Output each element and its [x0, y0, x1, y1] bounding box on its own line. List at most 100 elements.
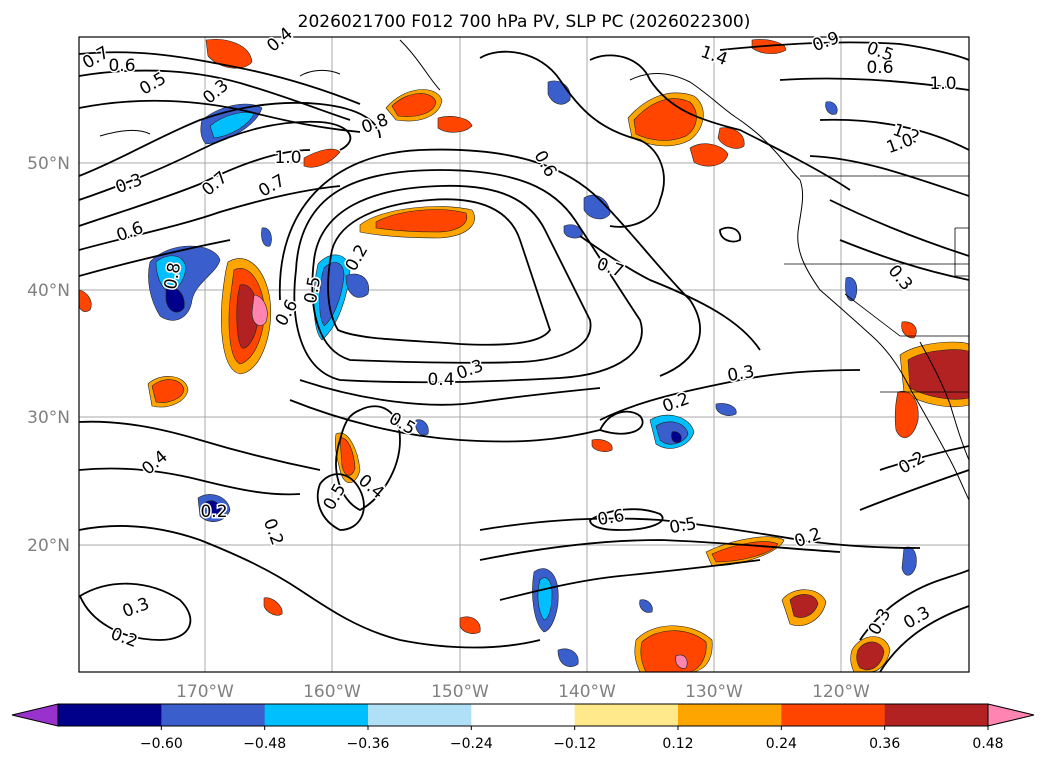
- latitude-labels: 50°N 40°N 30°N 20°N: [27, 154, 70, 556]
- contour-3: [79, 99, 361, 133]
- contour-0.5-south: [479, 517, 921, 549]
- slp-contours: [79, 41, 969, 672]
- contour-5: [79, 120, 352, 201]
- colorbar-segment: [264, 704, 369, 726]
- pv-blob-140w-28n: [591, 439, 613, 452]
- contour-0.3-ring: [79, 582, 192, 641]
- pv-neg-blob-120w-40n: [845, 277, 858, 302]
- colorbar-segment: [471, 704, 576, 726]
- colorbar-tick-label: 0.48: [972, 736, 1003, 752]
- contour-0.5-center: [316, 473, 365, 531]
- colorbar-segment: [884, 704, 989, 726]
- colorbar-frame: [57, 703, 989, 727]
- pv-blob-133w-12n-max: [675, 654, 688, 669]
- contour-6: [79, 149, 311, 227]
- map-title: 2026021700 F012 700 hPa PV, SLP PC (2026…: [298, 12, 751, 32]
- contour-8: [79, 239, 231, 277]
- pv-blob-165w-38n-max: [251, 294, 268, 326]
- pv-neg-band-160w-38n-core: [319, 262, 345, 327]
- contour-ne-3: [819, 118, 969, 151]
- pv-neg-blob-173w-40n-core: [165, 286, 185, 313]
- lon-label-160w: 160°W: [303, 682, 361, 702]
- contour-label: 0.6: [866, 58, 893, 78]
- pv-neg-blob-133w-29n-max: [671, 431, 682, 443]
- pv-blob-152w-52n: [437, 116, 473, 133]
- lat-label-50n: 50°N: [27, 154, 70, 174]
- contour-0.2: [79, 525, 541, 649]
- contour-4-mid: [299, 379, 601, 406]
- contour-1: [79, 51, 361, 105]
- colorbar-segment: [161, 704, 266, 726]
- pv-neg-band-168w-52n-inner: [209, 112, 255, 139]
- contour-5-mid: [289, 399, 601, 443]
- alaska-peninsula: [299, 69, 341, 77]
- idaho-border: [954, 227, 969, 277]
- pv-blob-128w-51n: [717, 127, 745, 149]
- pv-blob-117w-33n-core: [907, 349, 969, 400]
- colorbar-tick-label: −0.60: [140, 736, 183, 752]
- colorbar-tick-label: −0.36: [347, 736, 390, 752]
- colorbar-tick-label: −0.12: [553, 736, 596, 752]
- contour-3-east: [599, 369, 861, 421]
- longitude-labels: 170°W 160°W 150°W 140°W 130°W 120°W: [176, 682, 870, 702]
- contour-label: 0.5: [668, 514, 698, 538]
- pv-neg-blob-173w-40n-ring: [155, 255, 187, 293]
- north-america-coast: [629, 72, 969, 501]
- aleutian-islands: [99, 129, 151, 137]
- pv-positive-anomalies: [79, 39, 969, 672]
- contour-label: 0.3: [726, 362, 756, 386]
- pv-blob-159w-27n-core: [339, 437, 356, 476]
- contour-label: 1.0: [929, 74, 956, 94]
- colorbar-extend-low: [11, 703, 59, 727]
- colorbar: −0.60 −0.48 −0.36 −0.24 −0.12 0.12 0.24 0.36 0.4…: [11, 703, 1035, 752]
- contour-0.3-se: [879, 605, 969, 672]
- contour-ne-2: [779, 77, 969, 91]
- contour-mid-1: [479, 50, 665, 228]
- colorbar-tick-label: −0.24: [450, 736, 493, 752]
- pv-neg-blob-169w-23n-core: [205, 500, 221, 516]
- colorbar-segment: [574, 704, 679, 726]
- lat-label-40n: 40°N: [27, 281, 70, 301]
- contour-0.3-south: [499, 559, 761, 601]
- contour-4: [79, 101, 381, 177]
- contour-7: [79, 185, 341, 251]
- contour-0.2-se: [859, 569, 969, 641]
- colorbar-segment: [781, 704, 886, 726]
- lon-label-170w: 170°W: [176, 682, 234, 702]
- lat-label-20n: 20°N: [27, 536, 70, 556]
- colorbar-tick-label: 0.12: [662, 736, 693, 752]
- pv-blob-165w-38n-inner: [236, 284, 259, 349]
- pv-blob-118w-12n-core: [856, 641, 885, 671]
- colorbar-segment: [58, 704, 162, 726]
- contour-high-core: [327, 198, 551, 346]
- contour-mid-2: [589, 54, 851, 191]
- pv-band-153w-44n-core: [375, 209, 468, 233]
- pv-neg-blob-141w-12n: [557, 648, 579, 667]
- contour-3-west: [79, 467, 301, 496]
- pv-blob-151w-13n: [459, 616, 481, 634]
- contour-4-west: [79, 420, 321, 471]
- contour-high-3: [293, 169, 643, 384]
- pv-blob-133w-12n-core: [640, 630, 707, 672]
- pv-blob-118w-30n: [894, 390, 919, 439]
- colorbar-segment: [368, 704, 472, 726]
- lon-label-120w: 120°W: [812, 682, 870, 702]
- contour-ne-5: [829, 199, 969, 257]
- contour-ne-1: [719, 41, 969, 61]
- contour-label: 0.4: [427, 370, 454, 390]
- pv-blob-117w-37n: [901, 321, 917, 339]
- contour-0.6-ring: [589, 508, 664, 531]
- contour-label: 0.2: [200, 502, 227, 522]
- colorbar-segment: [678, 704, 782, 726]
- pv-neg-blob-121w-55n: [825, 101, 838, 115]
- baja-california-coast: [919, 341, 969, 461]
- contour-2-east: [598, 410, 644, 435]
- pv-blob-165w-15n: [263, 597, 283, 616]
- contour-mid-3: [579, 235, 761, 351]
- contour-0.2-east-2: [859, 469, 969, 511]
- pv-blob-158w-55n-core: [391, 93, 437, 117]
- contour-2: [79, 69, 351, 121]
- pv-blob-132w-49n: [689, 143, 729, 167]
- pv-neg-blob-142w-43n: [563, 224, 583, 239]
- colorbar-extend-high: [987, 703, 1035, 727]
